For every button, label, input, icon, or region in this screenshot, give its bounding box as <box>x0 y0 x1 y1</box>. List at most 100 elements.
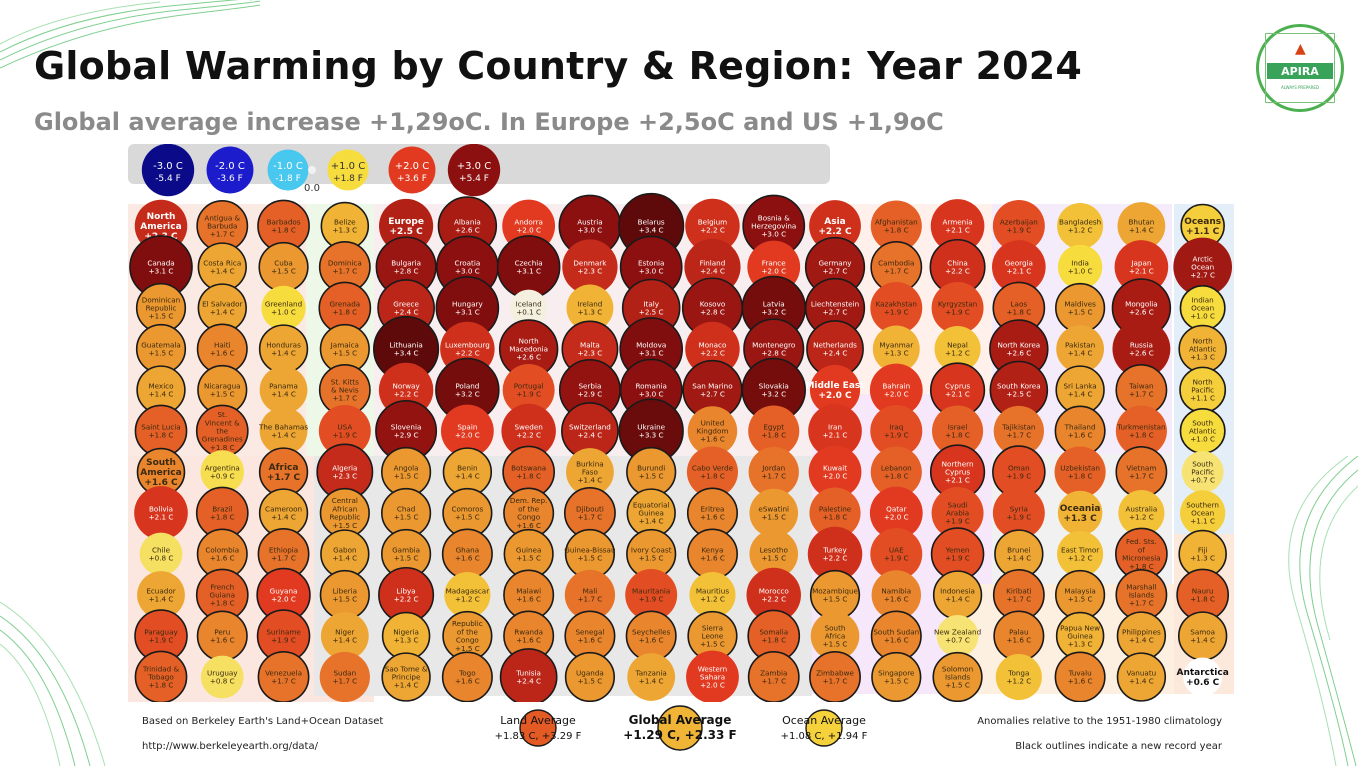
bubble-name: Seychelles <box>632 627 671 636</box>
bubble-name: Mexico <box>148 381 173 390</box>
bubble-name: Bolivia <box>149 504 173 513</box>
bubble-value: +1.8 C <box>1006 308 1031 317</box>
bubble-value: +1.5 C <box>210 390 235 399</box>
bubble-name: Liberia <box>333 586 357 595</box>
bubble-name: Thailand <box>1064 422 1096 431</box>
bubble-afghanistan <box>870 200 922 252</box>
bubble-value: +1.9 C <box>271 636 296 645</box>
bubble-value: +2.9 C <box>394 431 419 440</box>
bubble-value: +1.9 C <box>884 308 909 317</box>
bubble-tonga <box>995 653 1042 701</box>
bubble-value: +1.2 C <box>1068 554 1093 563</box>
bubble-value: +1.7 C <box>332 394 357 403</box>
bubble-name: Zambia <box>760 668 787 677</box>
bubble-value: +3.3 C <box>639 431 664 440</box>
bubble-value: +2.0 C <box>761 267 786 276</box>
bubble-value: +3.4 C <box>394 349 419 358</box>
bubble-name: Guinea <box>638 509 664 518</box>
bubble-value: +1.7 C <box>271 554 296 563</box>
bubble-value: +1.5 C <box>394 472 419 481</box>
average-value: +1.08 C, +1.94 F <box>781 731 868 742</box>
bubble-value: +1.5 C <box>271 267 296 276</box>
bubble-name: Dominica <box>328 258 362 267</box>
bubble-value: +2.7 C <box>823 267 848 276</box>
bubble-name: Monaco <box>699 340 727 349</box>
bubble-name: Namibia <box>881 586 911 595</box>
bubble-value: +2.1 C <box>945 390 970 399</box>
bubble-value: +1.7 C <box>1129 599 1154 608</box>
bubble-name: Bhutan <box>1128 217 1154 226</box>
bubble-name: Antarctica <box>1176 668 1228 678</box>
bubble-value: +1.4 C <box>639 517 664 526</box>
bubble-value: +2.2 C <box>700 349 725 358</box>
bubble-name: Ivory Coast <box>631 545 672 554</box>
bubble-value: +1.2 C <box>945 349 970 358</box>
bubble-name: Armenia <box>942 217 972 226</box>
bubble-value: +2.0 C <box>700 681 725 690</box>
bubble-value: +2.4 C <box>578 431 603 440</box>
bubble-value: +1.0 C <box>271 308 296 317</box>
bubble-value: +1.6 C <box>1006 636 1031 645</box>
bubble-value: +2.2 C <box>394 595 419 604</box>
bubble-value: +2.5 C <box>389 227 423 237</box>
bubble-value: +2.3 C <box>578 349 603 358</box>
bubble-saudi-arabia <box>931 487 984 539</box>
bubble-value: +1.7 C <box>884 267 909 276</box>
bubble-value: +1.0 C <box>1068 267 1093 276</box>
bubble-name: eSwatini <box>758 504 789 513</box>
bubble-name: Greece <box>393 299 419 308</box>
bubble-name: Kingdom <box>697 427 729 436</box>
bubble-name: Vietnam <box>1126 463 1156 472</box>
bubble-name: Estonia <box>638 258 664 267</box>
bubble-value: +3.2 C <box>455 390 480 399</box>
bubble-name: Africa <box>825 632 846 641</box>
bubble-name: Cameroon <box>265 504 302 513</box>
bubble-name: Kiribati <box>1006 586 1031 595</box>
bubble-value: +1.9 C <box>884 554 909 563</box>
bubble-value: +1.0 C <box>1190 312 1215 321</box>
bubble-chile <box>139 532 183 576</box>
bubble-name: Congo <box>517 513 540 522</box>
bubble-name: Southern <box>1186 500 1219 509</box>
bubble-name: South Sudan <box>873 627 919 636</box>
bubble-value: +1.4 C <box>271 431 296 440</box>
bubble-name: African <box>332 504 357 513</box>
bubble-name: Venezuela <box>265 668 302 677</box>
bubble-value: +2.6 C <box>1129 349 1154 358</box>
bubble-name: Atlantic <box>1189 427 1216 436</box>
bubble-name: Burkina <box>576 459 604 468</box>
bubble-value: +1.8 C <box>271 226 296 235</box>
bubble-value: +2.0 C <box>823 472 848 481</box>
bubble-name: of <box>1138 545 1145 554</box>
bubble-name: Cyprus <box>945 381 970 390</box>
bubble-name: Ocean <box>1191 304 1214 313</box>
bubble-value: +2.0 C <box>818 391 852 401</box>
bubble-uae <box>870 528 923 580</box>
bubble-value: +3.4 C <box>639 226 664 235</box>
bubble-name: Sri Lanka <box>1064 381 1097 390</box>
bubble-chart: -3.0 C -5.4 F -2.0 C -3.6 F -1.0 C -1.8 F 0.0 +… <box>128 144 1234 758</box>
bubble-name: Greenland <box>265 299 302 308</box>
bubble-name: Afghanistan <box>875 217 918 226</box>
bubble-value: +1.1 C <box>1186 227 1220 237</box>
bubble-value: +1.5 C <box>823 640 848 649</box>
bubble-name: Brunei <box>1007 545 1030 554</box>
bubble-qatar <box>869 486 923 540</box>
bubble-name: Western <box>698 664 727 673</box>
bubble-name: Senegal <box>575 627 604 636</box>
bubble-value: +2.5 C <box>1006 390 1031 399</box>
bubble-name: Tunisia <box>515 668 541 677</box>
bubble-value: +1.6 C <box>455 677 480 686</box>
bubble-name: Fiji <box>1198 545 1208 554</box>
bubble-value: +1.4 C <box>578 476 603 485</box>
bubble-name: Saint Lucia <box>141 422 180 431</box>
bubble-name: Slovakia <box>759 381 789 390</box>
bubble-value: +1.6 C <box>1068 431 1093 440</box>
bubble-name: North <box>147 212 176 222</box>
bubble-value: +1.6 C <box>700 435 725 444</box>
average-bubble <box>519 709 557 747</box>
bubble-name: Kyrgyzstan <box>938 299 977 308</box>
bubble-value: +2.6 C <box>1006 349 1031 358</box>
bubble-value: +0.7 C <box>945 636 970 645</box>
bubble-value: +1.5 C <box>700 640 725 649</box>
